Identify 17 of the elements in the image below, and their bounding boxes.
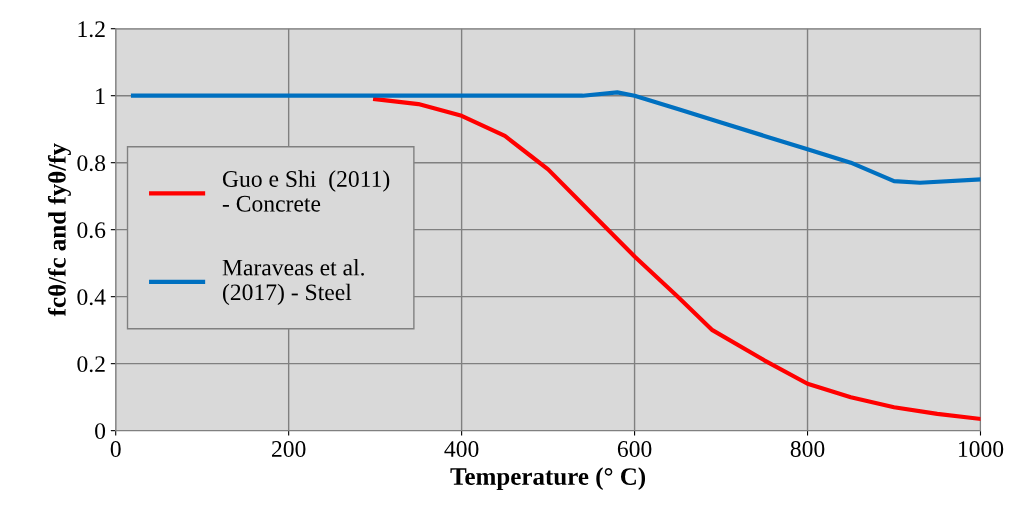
x-tick-label: 200	[271, 441, 306, 457]
y-tick-label: 0	[95, 423, 106, 440]
y-tick-label: 1	[96, 88, 105, 104]
legend-label: Maraveas et al. (2017) - Steel	[222, 258, 364, 306]
x-axis-title: Temperature (° C)	[450, 467, 646, 491]
y-tick-label: 1.2	[78, 21, 105, 38]
x-tick-label: 1000	[958, 441, 1004, 457]
x-tick-label: 400	[444, 441, 479, 457]
y-tick-label: 0.8	[77, 155, 106, 172]
legend-label: Guo e Shi (2011) - Concrete	[222, 170, 390, 212]
x-tick-label: 0	[110, 441, 121, 457]
x-tick-label: 800	[790, 441, 825, 457]
y-tick-label: 0.4	[77, 289, 106, 306]
x-tick-label: 600	[617, 441, 652, 457]
y-axis-title: fcθ/fc and fyθ/fy	[47, 143, 71, 317]
y-tick-label: 0.2	[77, 356, 105, 373]
y-tick-label: 0.6	[77, 222, 106, 239]
